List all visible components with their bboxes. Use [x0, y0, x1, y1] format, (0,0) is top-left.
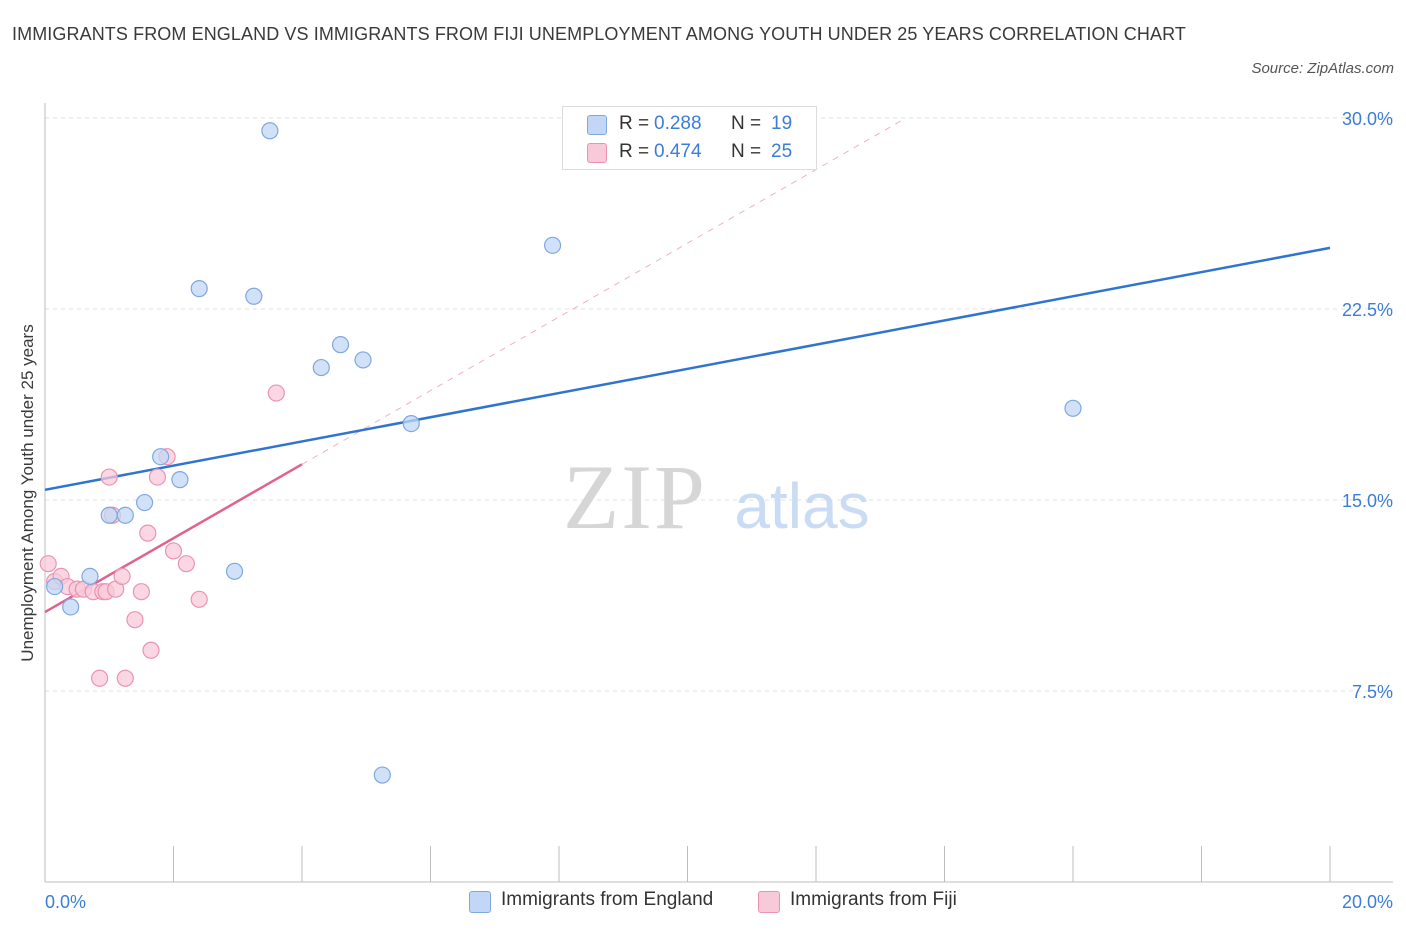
england-point	[152, 448, 170, 466]
fiji-n-value: 25	[771, 141, 793, 162]
fiji-point	[139, 524, 157, 542]
source-label: Source: ZipAtlas.com	[1251, 60, 1394, 77]
fiji-point	[100, 468, 118, 486]
fiji-legend-swatch	[758, 891, 780, 913]
correlation-legend: R = 0.288 N = 19 R = 0.474 N = 25	[562, 106, 817, 170]
england-legend-label: Immigrants from England	[501, 889, 714, 910]
tick-labels: 7.5% 15.0% 22.5% 30.0% 0.0% 20.0%	[45, 109, 1393, 912]
axes	[44, 103, 1393, 883]
fiji-point	[148, 468, 167, 486]
england-point	[354, 351, 372, 369]
fiji-point	[113, 567, 131, 586]
england-point	[245, 287, 263, 305]
x-tick-label-max: 20.0%	[1342, 892, 1393, 912]
england-point	[402, 415, 420, 433]
england-point	[135, 493, 154, 512]
england-n-value: 19	[771, 113, 793, 134]
england-r-value: 0.288	[654, 113, 702, 134]
fiji-n-label: N =	[731, 141, 762, 162]
england-point	[225, 562, 244, 580]
england-point	[543, 236, 562, 254]
england-point	[1064, 399, 1082, 417]
england-point	[373, 766, 391, 784]
fiji-legend-label: Immigrants from Fiji	[790, 889, 957, 910]
fiji-point	[116, 669, 134, 687]
fiji-point	[177, 555, 195, 573]
watermark-atlas: atlas	[734, 470, 869, 542]
england-trend-line	[44, 246, 1331, 492]
england-point	[62, 598, 80, 616]
fiji-point	[132, 583, 150, 601]
england-n-label: N =	[731, 113, 762, 134]
england-point	[46, 577, 64, 596]
england-point	[261, 122, 279, 140]
england-point	[116, 506, 134, 524]
fiji-point	[126, 611, 144, 629]
fiji-point	[39, 555, 57, 573]
fiji-point	[91, 669, 109, 687]
y-tick-label: 22.5%	[1342, 300, 1393, 320]
data-points	[39, 122, 1082, 784]
y-tick-label: 7.5%	[1352, 682, 1393, 702]
fiji-trend-extension	[301, 117, 907, 465]
chart-title: IMMIGRANTS FROM ENGLAND VS IMMIGRANTS FR…	[12, 24, 1186, 44]
gridlines	[45, 117, 1393, 692]
fiji-point	[190, 590, 208, 608]
fiji-point	[142, 641, 160, 659]
x-tick-label-min: 0.0%	[45, 892, 86, 912]
england-point	[190, 280, 208, 298]
england-point	[171, 471, 189, 489]
england-r-label: R =	[619, 113, 650, 134]
england-point	[331, 336, 350, 354]
y-tick-label: 30.0%	[1342, 109, 1393, 129]
england-point	[312, 358, 330, 377]
fiji-point	[164, 542, 183, 560]
fiji-point	[267, 384, 285, 402]
y-tick-label: 15.0%	[1342, 491, 1393, 511]
fiji-r-value: 0.474	[654, 141, 702, 162]
watermark: ZIP atlas	[563, 446, 870, 548]
fiji-swatch	[587, 143, 607, 163]
england-swatch	[587, 115, 607, 135]
england-point	[81, 567, 99, 586]
england-legend-swatch	[469, 891, 491, 913]
watermark-zip: ZIP	[563, 446, 707, 548]
england-point	[100, 506, 118, 524]
fiji-r-label: R =	[619, 141, 650, 162]
